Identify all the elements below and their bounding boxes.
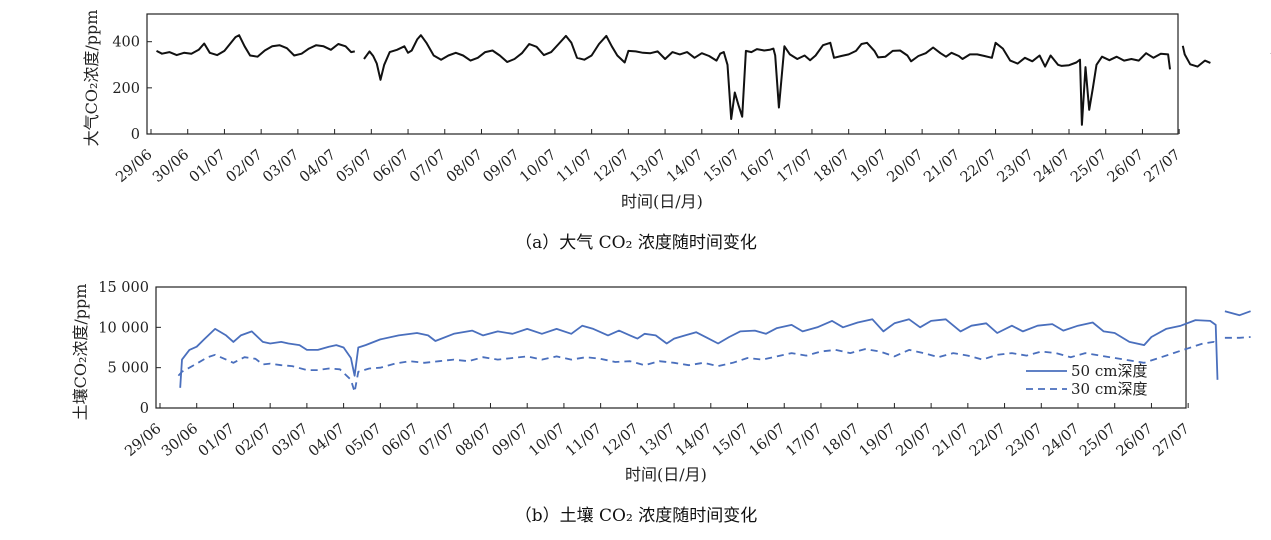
y-tick-label: 10 000 <box>98 320 149 336</box>
x-tick-label: 05/07 <box>334 147 376 186</box>
x-tick-label: 29/06 <box>122 421 164 460</box>
x-tick-label: 25/07 <box>1068 147 1110 186</box>
x-tick-label: 16/07 <box>738 147 780 186</box>
x-tick-label: 11/07 <box>554 147 596 186</box>
x-tick-label: 20/07 <box>893 421 935 460</box>
chart-b-y-ticks: 0 5 000 10 000 15 000 <box>98 280 161 417</box>
series-line-solid <box>363 34 1171 126</box>
x-tick-label: 12/07 <box>591 147 633 186</box>
legend-label-50cm: 50 cm深度 <box>1071 362 1147 380</box>
x-tick-label: 24/07 <box>1031 147 1073 186</box>
y-tick-label: 0 <box>140 401 149 417</box>
x-tick-label: 26/07 <box>1114 421 1156 460</box>
x-tick-label: 27/07 <box>1150 421 1192 460</box>
chart-a-plot-frame <box>146 13 1179 135</box>
x-tick-label: 22/07 <box>958 147 1000 186</box>
x-tick-label: 15/07 <box>710 421 752 460</box>
x-tick-label: 19/07 <box>848 147 890 186</box>
x-tick-label: 10/07 <box>517 147 559 186</box>
chart-b-y-axis-title: 土壤CO₂浓度/ppm <box>71 284 90 421</box>
x-tick-label: 03/07 <box>269 421 311 460</box>
x-tick-label: 18/07 <box>820 421 862 460</box>
x-tick-label: 18/07 <box>811 147 853 186</box>
y-tick-label: 5 000 <box>107 361 149 377</box>
chart-b-x-ticks: 29/0630/0601/0702/0703/0704/0705/0706/07… <box>122 403 1193 460</box>
chart-a: 0 200 400 29/0630/0601/0702/0703/0704/0705… <box>82 10 1271 253</box>
y-tick-label: 0 <box>131 127 140 143</box>
x-tick-label: 13/07 <box>627 147 669 186</box>
x-tick-label: 17/07 <box>783 421 825 460</box>
x-tick-label: 06/07 <box>370 147 412 186</box>
x-tick-label: 26/07 <box>1105 147 1147 186</box>
x-tick-label: 10/07 <box>526 421 568 460</box>
series-line-solid <box>1181 45 1211 68</box>
x-tick-label: 30/06 <box>150 147 192 186</box>
series-line-solid <box>156 34 355 58</box>
x-tick-label: 21/07 <box>921 147 963 186</box>
chart-b-legend: 50 cm深度 30 cm深度 <box>1026 362 1147 398</box>
series-line-dashed <box>1224 336 1251 339</box>
chart-b-plot-frame <box>155 286 1187 409</box>
y-tick-label: 200 <box>112 81 140 97</box>
x-tick-label: 04/07 <box>297 147 339 186</box>
x-tick-label: 07/07 <box>407 147 449 186</box>
legend-label-30cm: 30 cm深度 <box>1071 380 1147 398</box>
x-tick-label: 23/07 <box>995 147 1037 186</box>
x-tick-label: 17/07 <box>774 147 816 186</box>
x-tick-label: 15/07 <box>701 147 743 186</box>
series-line-dashed <box>177 340 1218 393</box>
x-tick-label: 02/07 <box>223 147 265 186</box>
x-tick-label: 08/07 <box>453 421 495 460</box>
x-tick-label: 14/07 <box>664 147 706 186</box>
chart-a-y-ticks: 0 200 400 <box>112 35 152 143</box>
x-tick-label: 01/07 <box>196 421 238 460</box>
x-tick-label: 03/07 <box>260 147 302 186</box>
x-tick-label: 29/06 <box>113 147 155 186</box>
chart-a-x-ticks: 29/0630/0601/0702/0703/0704/0705/0706/07… <box>113 129 1184 186</box>
x-tick-label: 01/07 <box>187 147 229 186</box>
chart-a-caption: （a）大气 CO₂ 浓度随时间变化 <box>515 233 757 253</box>
x-tick-label: 04/07 <box>306 421 348 460</box>
chart-b-x-axis-title: 时间(日/月) <box>625 465 707 484</box>
x-tick-label: 12/07 <box>600 421 642 460</box>
x-tick-label: 11/07 <box>563 421 605 460</box>
x-tick-label: 16/07 <box>747 421 789 460</box>
x-tick-label: 27/07 <box>1141 147 1183 186</box>
chart-b-caption: （b）土壤 CO₂ 浓度随时间变化 <box>515 505 757 526</box>
y-tick-label: 15 000 <box>98 280 149 296</box>
x-tick-label: 22/07 <box>967 421 1009 460</box>
series-line-solid <box>1224 310 1251 317</box>
x-tick-label: 14/07 <box>673 421 715 460</box>
x-tick-label: 08/07 <box>444 147 486 186</box>
x-tick-label: 25/07 <box>1077 421 1119 460</box>
x-tick-label: 23/07 <box>1004 421 1046 460</box>
x-tick-label: 06/07 <box>379 421 421 460</box>
x-tick-label: 19/07 <box>857 421 899 460</box>
x-tick-label: 09/07 <box>489 421 531 460</box>
x-tick-label: 09/07 <box>480 147 522 186</box>
x-tick-label: 05/07 <box>343 421 385 460</box>
chart-a-x-axis-title: 时间(日/月) <box>621 192 703 211</box>
x-tick-label: 24/07 <box>1040 421 1082 460</box>
x-tick-label: 30/06 <box>159 421 201 460</box>
x-tick-label: 07/07 <box>416 421 458 460</box>
chart-a-series <box>156 34 1271 126</box>
chart-a-y-axis-title: 大气CO₂浓度/ppm <box>82 10 101 147</box>
x-tick-label: 13/07 <box>636 421 678 460</box>
x-tick-label: 21/07 <box>930 421 972 460</box>
y-tick-label: 400 <box>112 35 140 51</box>
chart-b-series <box>177 310 1251 393</box>
series-line-solid <box>179 318 1219 388</box>
x-tick-label: 02/07 <box>232 421 274 460</box>
x-tick-label: 20/07 <box>884 147 926 186</box>
